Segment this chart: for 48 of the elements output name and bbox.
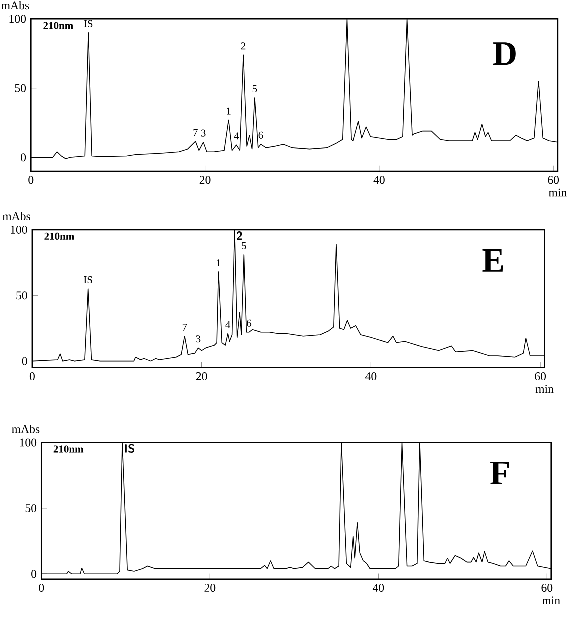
y-tick-label: 50 (16, 292, 28, 300)
x-tick-label: 20 (196, 372, 208, 381)
y-tick-label: 50 (15, 84, 26, 92)
x-tick-label: 60 (534, 372, 546, 381)
y-axis-title: mAbs (12, 424, 40, 434)
x-tick-label: 40 (372, 584, 384, 592)
y-tick-label: 0 (20, 154, 26, 162)
y-tick-label: 100 (20, 438, 36, 447)
x-tick-label: 0 (38, 584, 44, 592)
y-tick-label: 0 (22, 357, 28, 366)
annotation: 7 (182, 324, 187, 331)
annotation: 5 (242, 242, 246, 250)
y-tick-label: 50 (26, 504, 36, 512)
annotation: 7 (194, 129, 198, 136)
x-axis-title: min (548, 188, 567, 197)
y-axis-title: mAbs (2, 212, 30, 220)
annotation: 1 (216, 260, 221, 266)
x-axis-title: min (542, 596, 560, 605)
y-axis-title: mAbs (1, 1, 29, 10)
x-tick-label: 60 (542, 584, 552, 592)
y-tick-label: 100 (10, 15, 26, 24)
y-tick-label: 100 (10, 226, 28, 234)
chart-title: F (490, 462, 509, 484)
annotation: 4 (225, 321, 230, 328)
annotation: 2 (241, 42, 246, 50)
annotation: IS (84, 276, 92, 284)
x-tick-label: 60 (548, 176, 559, 184)
y-tick-label: 0 (31, 570, 36, 578)
x-tick-label: 40 (374, 176, 385, 184)
annotation: 6 (246, 320, 252, 327)
x-tick-label: 40 (365, 372, 376, 381)
annotation: 3 (196, 336, 200, 343)
annotation: 1 (226, 108, 231, 115)
annotation: 210nm (54, 446, 84, 453)
text: D (493, 42, 516, 66)
annotation: 4 (234, 132, 239, 140)
x-axis-title: min (536, 385, 554, 394)
x-tick-label: 20 (204, 584, 216, 592)
annotation: IS (124, 444, 134, 454)
annotation: 2 (236, 232, 242, 240)
annotation: 3 (201, 130, 206, 137)
annotation: 210nm (44, 232, 74, 240)
annotation: 210nm (43, 22, 74, 30)
annotation: 5 (252, 86, 257, 93)
x-tick-label: 20 (200, 176, 211, 184)
annotation: IS (84, 20, 92, 28)
annotation: 6 (258, 132, 264, 139)
chart-title: E (482, 249, 503, 272)
